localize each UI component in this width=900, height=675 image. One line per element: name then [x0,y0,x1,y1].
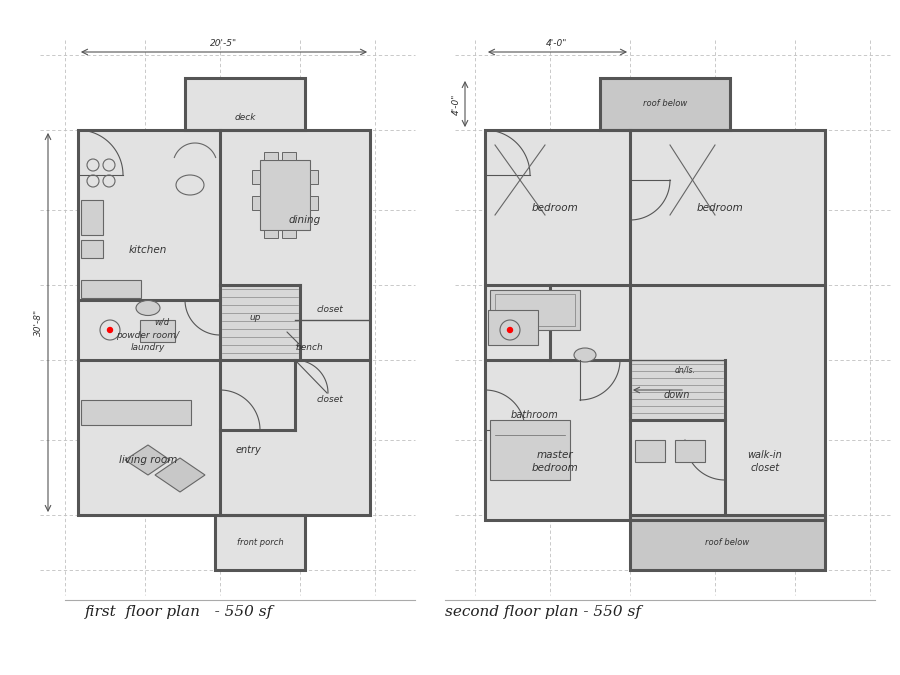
Text: second floor plan - 550 sf: second floor plan - 550 sf [445,605,641,619]
Text: bedroom: bedroom [697,203,743,213]
Bar [81,240,103,258]
Text: w/d: w/d [155,317,169,327]
Bar [488,310,538,345]
Bar [675,440,705,462]
Ellipse shape [136,300,160,315]
Text: 4'-0": 4'-0" [452,93,461,115]
Bar [264,230,278,238]
Bar [630,360,725,420]
Text: living room: living room [119,455,177,465]
Bar [140,320,175,342]
Bar [81,200,103,235]
Text: front porch: front porch [237,538,284,547]
Bar [264,152,278,160]
Text: dn/ls.: dn/ls. [675,365,696,375]
Bar [310,196,318,210]
Circle shape [508,327,512,333]
Bar [485,130,825,520]
Text: roof below: roof below [643,99,687,109]
Text: powder room/: powder room/ [116,331,179,340]
Bar [252,196,260,210]
Polygon shape [125,445,170,475]
Text: bathroom: bathroom [511,410,559,420]
Circle shape [107,327,112,333]
Text: bedroom: bedroom [532,203,579,213]
Text: bedroom: bedroom [532,463,579,473]
Text: first  floor plan   - 550 sf: first floor plan - 550 sf [85,605,274,619]
Text: roof below: roof below [706,538,750,547]
Text: laundry: laundry [130,342,166,352]
Bar [220,285,300,360]
Bar [215,515,305,570]
Bar [81,280,141,298]
Bar [81,400,191,425]
Bar [252,170,260,184]
Text: 20'-5": 20'-5" [211,39,238,48]
Bar [490,290,580,330]
Bar [260,160,310,230]
Bar [490,420,570,480]
Bar [630,515,825,570]
Text: walk-in: walk-in [748,450,782,460]
Bar [600,78,730,130]
Text: 4'-0": 4'-0" [546,39,568,48]
Bar [78,130,370,515]
Text: closet: closet [317,306,344,315]
Bar [495,294,575,326]
Bar [635,440,665,462]
Ellipse shape [574,348,596,362]
Text: bench: bench [296,344,324,352]
Bar [185,78,305,130]
Text: deck: deck [234,113,256,122]
Bar [78,130,370,515]
Bar [282,230,296,238]
Text: kitchen: kitchen [129,245,167,255]
Text: down: down [664,390,690,400]
Bar [310,170,318,184]
Text: 30'-8": 30'-8" [34,308,43,335]
Text: closet: closet [317,396,344,404]
Text: entry: entry [235,445,261,455]
Bar [282,152,296,160]
Polygon shape [155,458,205,492]
Text: master: master [536,450,573,460]
Bar [485,130,825,520]
Text: dining: dining [289,215,321,225]
Text: up: up [249,313,261,323]
Text: closet: closet [751,463,779,473]
